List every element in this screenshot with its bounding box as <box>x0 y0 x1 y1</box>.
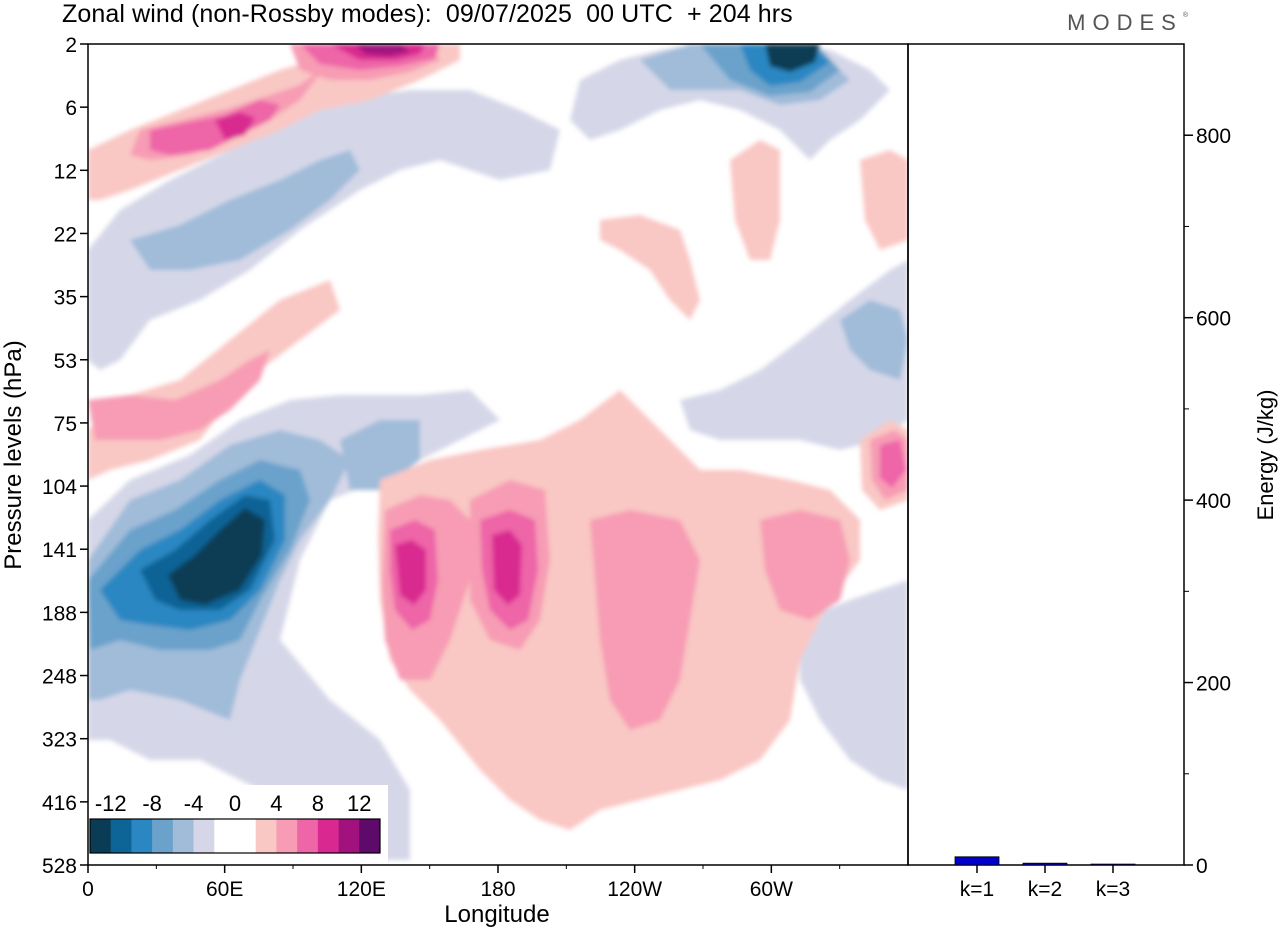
x-tick-label: 0 <box>82 878 94 901</box>
colorbar-label: -4 <box>184 791 204 816</box>
chart-title: Zonal wind (non-Rossby modes): 09/07/202… <box>62 0 793 28</box>
y-tick-label: 528 <box>42 855 77 878</box>
energy-category-label: k=2 <box>1028 878 1062 901</box>
colorbar-label: 8 <box>312 791 324 816</box>
y-tick-label: 416 <box>42 792 77 815</box>
energy-bar-chart: 0 200 400 600 800 k=1 k=2 k=3 <box>954 125 1231 901</box>
colorbar-frame <box>89 818 381 854</box>
colorbar-swatch <box>317 819 339 853</box>
colorbar-swatch <box>110 819 132 853</box>
y-tick-label: 248 <box>42 666 77 689</box>
x-tick-label: 120W <box>607 878 662 901</box>
energy-panel-frame <box>907 43 1185 866</box>
colorbar-swatch <box>193 819 215 853</box>
energy-axis-label: Energy (J/kg) <box>1253 390 1278 521</box>
y-tick-label: 2 <box>65 34 77 57</box>
y-tick-label: 141 <box>42 539 77 562</box>
colorbar-swatch <box>297 819 319 853</box>
colorbar-swatch <box>255 819 277 853</box>
energy-bar <box>954 856 1000 866</box>
colorbar-label: -12 <box>95 791 127 816</box>
colorbar-label: 4 <box>270 791 282 816</box>
energy-category-label: k=3 <box>1096 878 1130 901</box>
colorbar-swatch <box>90 819 112 853</box>
longitude-axis: 0 60E 120E 180 120W 60W <box>82 865 841 901</box>
colorbar-swatch <box>338 819 360 853</box>
x-tick-label: 180 <box>480 878 515 901</box>
x-tick-label: 120E <box>337 878 386 901</box>
colorbar-swatch <box>172 819 194 853</box>
y-tick-label: 104 <box>42 476 77 499</box>
energy-category-label: k=1 <box>960 878 994 901</box>
colorbar-swatch <box>276 819 298 853</box>
y-tick-label: 323 <box>42 729 77 752</box>
colorbar-label: -8 <box>142 791 162 816</box>
y-axis-label: Pressure levels (hPa) <box>0 340 27 569</box>
energy-tick-label: 400 <box>1196 490 1231 513</box>
y-tick-label: 22 <box>54 223 77 246</box>
y-tick-label: 6 <box>65 97 77 120</box>
colorbar-swatch <box>214 819 236 853</box>
colorbar-label: 12 <box>347 791 371 816</box>
colorbar-swatch <box>359 819 381 853</box>
pressure-axis: 2 6 12 22 35 53 75 104 141 188 248 323 416 528 <box>42 34 88 878</box>
y-tick-label: 35 <box>54 287 77 310</box>
energy-bar <box>1022 862 1068 866</box>
y-tick-label: 53 <box>54 350 77 373</box>
energy-tick-label: 200 <box>1196 673 1231 696</box>
wind-field-contours <box>88 44 908 865</box>
energy-tick-label: 800 <box>1196 125 1231 148</box>
colorbar-label: 0 <box>229 791 241 816</box>
logo-text: MODES <box>1067 10 1183 35</box>
y-tick-label: 12 <box>54 160 77 183</box>
energy-bar <box>1090 863 1136 866</box>
energy-tick-label: 600 <box>1196 308 1231 331</box>
x-axis-label: Longitude <box>444 901 549 928</box>
colorbar-swatch <box>152 819 174 853</box>
x-tick-label: 60E <box>206 878 243 901</box>
modes-logo: MODES® <box>1067 10 1188 35</box>
x-tick-label: 60W <box>750 878 793 901</box>
colorbar: -12 -8 -4 0 4 8 12 <box>89 791 381 854</box>
energy-tick-label: 0 <box>1196 855 1208 878</box>
colorbar-swatch <box>131 819 153 853</box>
y-tick-label: 188 <box>42 602 77 625</box>
y-tick-label: 75 <box>54 413 77 436</box>
colorbar-swatch <box>235 819 257 853</box>
